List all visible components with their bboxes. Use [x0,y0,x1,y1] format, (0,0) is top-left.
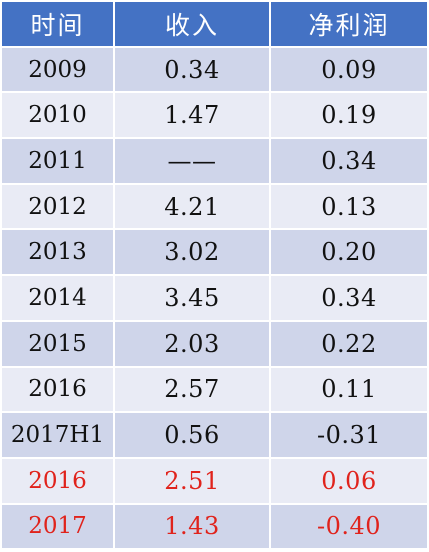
cell-time: 2017H1 [2,413,113,457]
cell-revenue: —— [115,139,269,183]
cell-profit: 0.34 [271,139,427,183]
cell-revenue: 3.02 [115,230,269,275]
cell-profit: 0.11 [271,367,427,412]
cell-profit: 0.20 [271,230,427,275]
cell-time: 2015 [2,321,113,366]
cell-revenue: 0.56 [115,413,269,457]
cell-profit: -0.31 [271,413,427,457]
cell-time: 2013 [2,230,113,275]
cell-revenue: 2.51 [115,458,269,503]
cell-revenue: 3.45 [115,276,269,320]
cell-revenue: 2.03 [115,321,269,366]
cell-revenue: 0.34 [115,47,269,92]
cell-time: 2010 [2,93,113,138]
cell-profit: 0.19 [271,93,427,138]
cell-time: 2016 [2,458,113,503]
cell-time: 2016 [2,367,113,412]
cell-profit: 0.06 [271,458,427,503]
header-time: 时间 [2,2,113,46]
cell-revenue: 1.47 [115,93,269,138]
cell-time: 2017 [2,504,113,549]
header-revenue: 收入 [115,2,269,46]
cell-time: 2011 [2,139,113,183]
cell-time: 2014 [2,276,113,320]
cell-profit: 0.09 [271,47,427,92]
cell-profit: -0.40 [271,504,427,549]
header-net-profit: 净利润 [271,2,427,46]
cell-profit: 0.13 [271,184,427,229]
cell-time: 2012 [2,184,113,229]
cell-revenue: 2.57 [115,367,269,412]
cell-revenue: 4.21 [115,184,269,229]
cell-profit: 0.34 [271,276,427,320]
cell-profit: 0.22 [271,321,427,366]
cell-revenue: 1.43 [115,504,269,549]
cell-time: 2009 [2,47,113,92]
